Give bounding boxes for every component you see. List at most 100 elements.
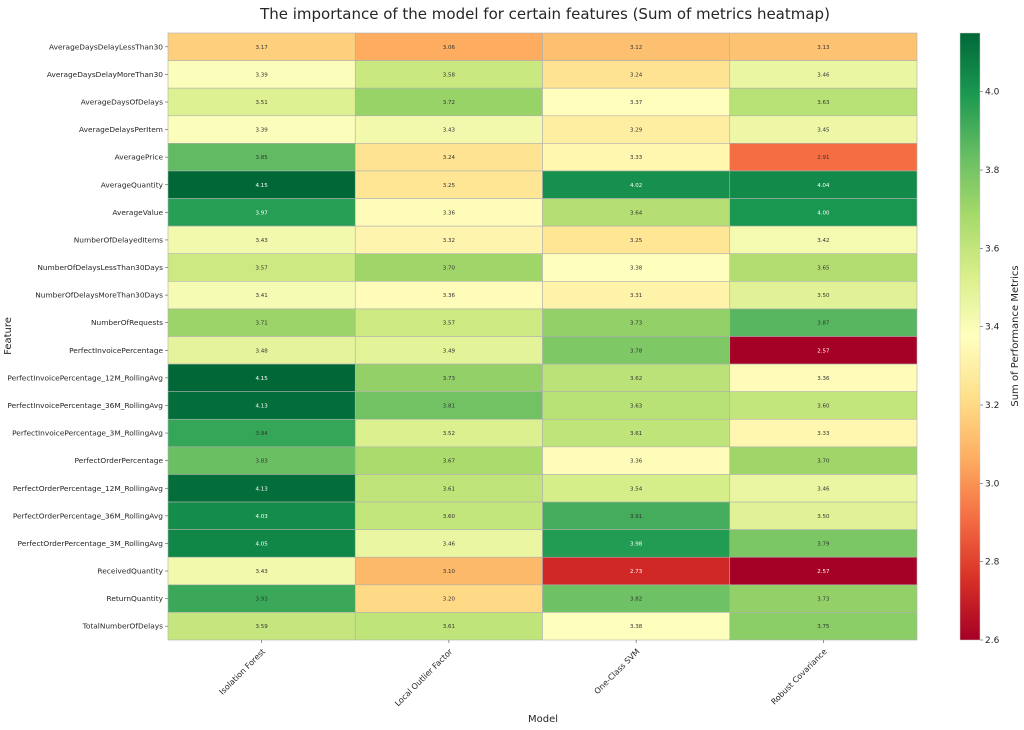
heatmap-cell xyxy=(167,363,356,392)
row-label: PerfectInvoicePercentage_12M_RollingAvg xyxy=(7,373,163,382)
row-label: PerfectInvoicePercentage_3M_RollingAvg xyxy=(12,429,163,438)
cell-value-label: 3.46 xyxy=(817,486,830,492)
row-label: ReturnQuantity xyxy=(107,594,164,603)
heatmap-cell xyxy=(167,198,356,227)
cell-value-label: 4.15 xyxy=(256,376,269,382)
heatmap-cell xyxy=(354,32,543,61)
cell-value-label: 3.36 xyxy=(630,459,643,465)
column-label: Local Outlier Factor xyxy=(393,647,455,709)
heatmap-cell xyxy=(354,501,543,530)
cell-value-label: 3.24 xyxy=(443,155,456,161)
heatmap-cell xyxy=(542,612,731,641)
cell-value-label: 3.61 xyxy=(443,486,455,492)
cell-value-label: 3.81 xyxy=(443,403,455,409)
cell-value-label: 3.38 xyxy=(630,266,643,272)
heatmap-cell xyxy=(542,474,731,503)
row-label: AverageDaysDelayMoreThan30 xyxy=(47,70,163,79)
heatmap-cell xyxy=(542,391,731,420)
cell-value-label: 3.71 xyxy=(256,321,268,327)
heatmap-cell xyxy=(729,198,918,227)
colorbar-tick-label: 2.6 xyxy=(985,636,1000,646)
heatmap-cell xyxy=(354,556,543,586)
cell-value-label: 3.48 xyxy=(256,348,269,354)
cell-value-label: 3.93 xyxy=(256,597,269,603)
heatmap-cells: 3.17 3.06 3.12 3.13 3.39 3.58 3.24 3.46 3.51 3.72… xyxy=(167,32,918,641)
cell-value-label: 3.60 xyxy=(817,403,830,409)
cell-value-label: 3.24 xyxy=(630,72,643,78)
row-label: TotalNumberOfDelays xyxy=(82,622,164,631)
heatmap-cell xyxy=(167,612,356,641)
row-label: AverageValue xyxy=(112,208,163,217)
heatmap-cell xyxy=(729,584,918,613)
heatmap-cell xyxy=(167,336,356,365)
cell-value-label: 4.13 xyxy=(256,486,269,492)
cell-value-label: 3.51 xyxy=(256,100,268,106)
heatmap-cell xyxy=(542,556,731,586)
heatmap-cell xyxy=(729,501,918,530)
cell-value-label: 2.57 xyxy=(817,569,830,575)
cell-value-label: 4.02 xyxy=(630,183,642,189)
heatmap-cell xyxy=(542,363,731,392)
cell-value-label: 3.13 xyxy=(817,45,830,51)
heatmap-cell xyxy=(354,87,543,117)
row-label: NumberOfRequests xyxy=(91,318,163,327)
row-label: ReceivedQuantity xyxy=(97,567,163,576)
colorbar-ticks: 2.6 2.8 3.0 3.2 3.4 3.6 3.8 4.0 xyxy=(980,88,1000,646)
heatmap-cell xyxy=(167,556,356,586)
row-label: PerfectOrderPercentage_36M_RollingAvg xyxy=(13,511,163,520)
heatmap-cell xyxy=(542,584,731,613)
cell-value-label: 3.72 xyxy=(443,100,455,106)
cell-value-label: 3.75 xyxy=(817,624,830,630)
heatmap-cell xyxy=(167,446,356,475)
cell-value-label: 3.70 xyxy=(817,459,830,465)
cell-value-label: 3.87 xyxy=(817,321,830,327)
cell-value-label: 3.39 xyxy=(256,72,269,78)
cell-value-label: 3.94 xyxy=(256,431,269,437)
cell-value-label: 3.43 xyxy=(443,128,456,134)
cell-value-label: 3.36 xyxy=(443,293,456,299)
colorbar-tick-label: 2.8 xyxy=(985,558,1000,568)
cell-value-label: 3.45 xyxy=(817,128,830,134)
heatmap-cell xyxy=(729,336,918,365)
cell-value-label: 3.73 xyxy=(817,597,830,603)
heatmap-cell xyxy=(167,501,356,530)
cell-value-label: 3.32 xyxy=(443,238,455,244)
heatmap-cell xyxy=(354,60,543,89)
heatmap-cell xyxy=(729,529,918,558)
cell-value-label: 3.67 xyxy=(443,459,456,465)
heatmap-cell xyxy=(354,170,543,199)
cell-value-label: 3.57 xyxy=(443,321,456,327)
heatmap-cell xyxy=(354,143,543,172)
cell-value-label: 4.05 xyxy=(256,541,269,547)
cell-value-label: 3.38 xyxy=(630,624,643,630)
row-label: AverageDelaysPerItem xyxy=(79,125,163,134)
heatmap-cell xyxy=(542,529,731,558)
heatmap-cell xyxy=(729,87,918,117)
cell-value-label: 3.57 xyxy=(256,266,269,272)
heatmap-cell xyxy=(542,143,731,172)
heatmap-cell xyxy=(542,418,731,448)
cell-value-label: 3.36 xyxy=(817,376,830,382)
heatmap-cell xyxy=(354,474,543,503)
cell-value-label: 2.73 xyxy=(630,569,643,575)
cell-value-label: 3.20 xyxy=(443,597,456,603)
heatmap-cell xyxy=(729,60,918,89)
cell-value-label: 3.60 xyxy=(443,514,456,520)
cell-value-label: 3.50 xyxy=(817,514,830,520)
column-labels: Isolation Forest Local Outlier Factor One-… xyxy=(218,640,829,708)
colorbar xyxy=(959,32,981,641)
cell-value-label: 3.46 xyxy=(817,72,830,78)
row-label: AverageQuantity xyxy=(101,180,164,189)
cell-value-label: 3.39 xyxy=(256,128,269,134)
cell-value-label: 3.70 xyxy=(443,266,456,272)
heatmap-cell xyxy=(354,115,543,144)
heatmap-cell xyxy=(729,612,918,641)
cell-value-label: 4.15 xyxy=(256,183,269,189)
heatmap-cell xyxy=(542,225,731,255)
colorbar-tick-label: 3.4 xyxy=(985,323,1000,333)
heatmap-cell xyxy=(729,391,918,420)
cell-value-label: 3.79 xyxy=(817,541,830,547)
cell-value-label: 3.41 xyxy=(256,293,268,299)
x-axis-label: Model xyxy=(528,714,558,725)
